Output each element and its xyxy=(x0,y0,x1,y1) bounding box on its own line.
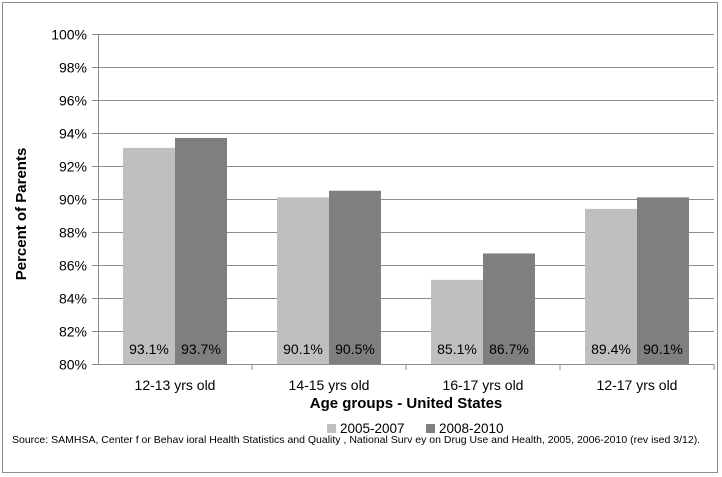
x-axis-title: Age groups - United States xyxy=(310,395,503,412)
bar-2005-2007-12-13 yrs old xyxy=(123,147,175,364)
legend-swatch xyxy=(426,424,435,433)
bars xyxy=(123,137,689,364)
data-label: 93.7% xyxy=(181,341,221,357)
y-tick-label: 86% xyxy=(59,258,87,274)
y-tick-label: 94% xyxy=(59,126,87,142)
x-category-label: 16-17 yrs old xyxy=(443,377,524,393)
bar-chart: 80% 82% 84% 86% 88% 90% 92% 94% 96% 98% 100% 93.1%… xyxy=(13,27,715,433)
y-tick-label: 90% xyxy=(59,192,87,208)
legend-label: 2005-2007 xyxy=(340,421,405,433)
y-tick-label: 100% xyxy=(51,27,87,43)
bar-2008-2010-12-13 yrs old xyxy=(175,137,227,364)
x-category-label: 12-17 yrs old xyxy=(597,377,678,393)
data-label: 90.1% xyxy=(643,341,683,357)
bar-2008-2010-16-17 yrs old xyxy=(483,253,535,364)
data-label: 89.4% xyxy=(591,341,631,357)
y-tick-label: 84% xyxy=(59,291,87,307)
legend-label: 2008-2010 xyxy=(439,421,504,433)
legend: 2005-2007 2008-2010 xyxy=(327,421,504,433)
x-category-label: 12-13 yrs old xyxy=(135,377,216,393)
bar-2008-2010-14-15 yrs old xyxy=(329,190,381,364)
data-label: 85.1% xyxy=(437,341,477,357)
data-label: 90.1% xyxy=(283,341,323,357)
data-label: 86.7% xyxy=(489,341,529,357)
x-category-label: 14-15 yrs old xyxy=(289,377,370,393)
bar-2005-2007-16-17 yrs old xyxy=(431,279,483,364)
y-tick-label: 96% xyxy=(59,93,87,109)
x-axis-categories: 12-13 yrs old 14-15 yrs old 16-17 yrs old 1… xyxy=(135,364,715,393)
source-note: Source: SAMHSA, Center f or Behav ioral … xyxy=(12,434,701,446)
y-tick-label: 88% xyxy=(59,225,87,241)
chart-frame: 80% 82% 84% 86% 88% 90% 92% 94% 96% 98% 100% 93.1%… xyxy=(2,2,718,473)
y-axis-ticks: 80% 82% 84% 86% 88% 90% 92% 94% 96% 98% 100% xyxy=(51,27,98,373)
bar-2005-2007-12-17 yrs old xyxy=(585,208,637,364)
data-label: 90.5% xyxy=(335,341,375,357)
bar-2008-2010-12-17 yrs old xyxy=(637,197,689,364)
y-tick-label: 92% xyxy=(59,159,87,175)
y-tick-label: 82% xyxy=(59,324,87,340)
data-labels: 93.1% 93.7% 90.1% 90.5% 85.1% 86.7% 89.4% 90.1% xyxy=(129,341,683,357)
data-label: 93.1% xyxy=(129,341,169,357)
legend-swatch xyxy=(327,424,336,433)
y-tick-label: 80% xyxy=(59,357,87,373)
y-tick-label: 98% xyxy=(59,60,87,76)
y-axis-title: Percent of Parents xyxy=(13,148,30,281)
bar-2005-2007-14-15 yrs old xyxy=(277,197,329,364)
